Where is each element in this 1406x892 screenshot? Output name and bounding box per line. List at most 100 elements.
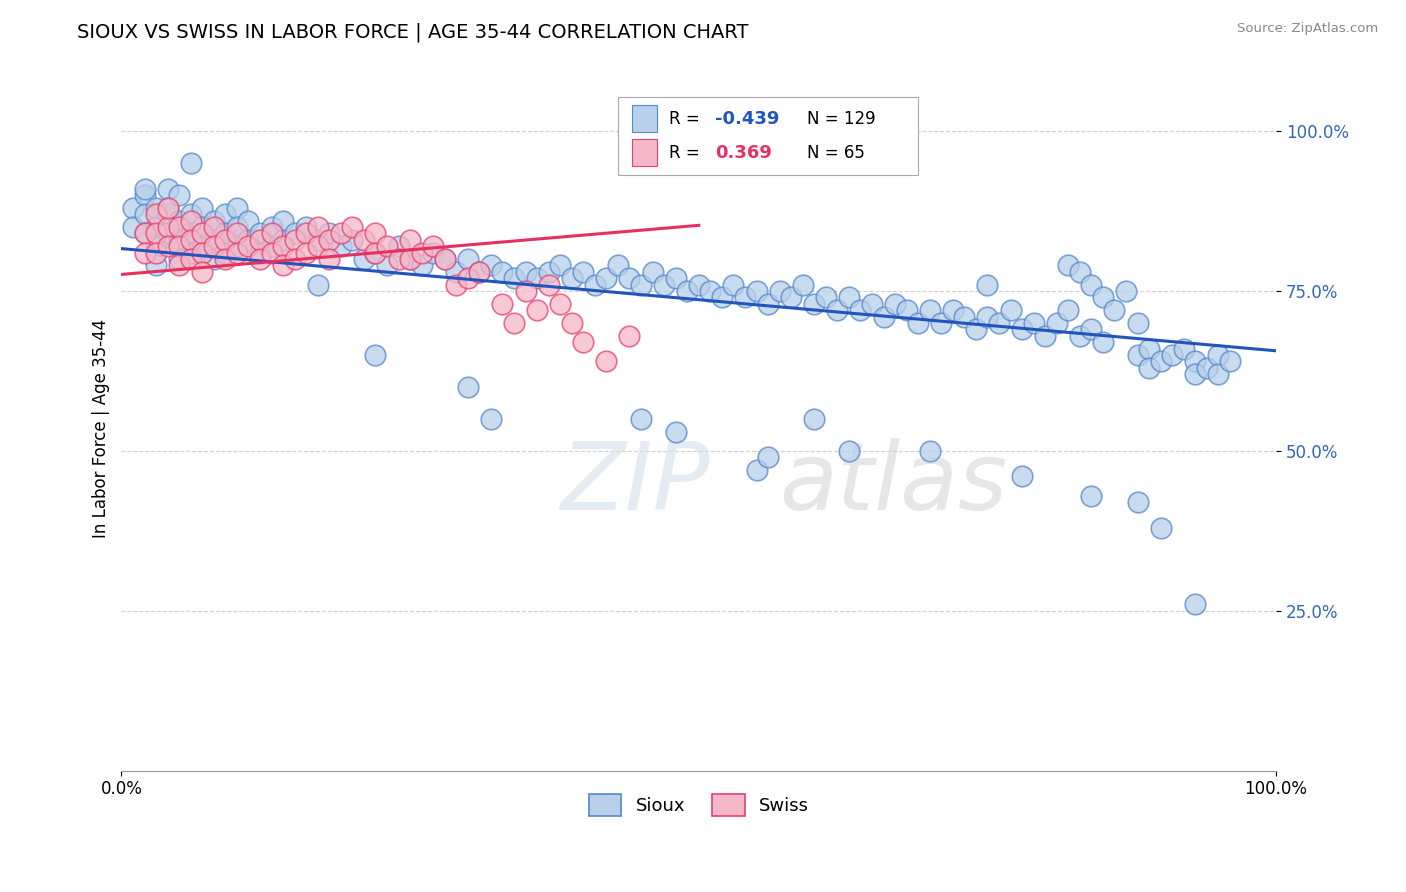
Legend: Sioux, Swiss: Sioux, Swiss	[581, 787, 817, 823]
Point	[180, 233, 202, 247]
Point	[860, 297, 883, 311]
Point	[260, 220, 283, 235]
Point	[1184, 367, 1206, 381]
Point	[1195, 360, 1218, 375]
Point	[619, 271, 641, 285]
Point	[318, 252, 340, 266]
Point	[619, 328, 641, 343]
Point	[134, 182, 156, 196]
Point	[1080, 489, 1102, 503]
Point	[457, 252, 479, 266]
Point	[214, 207, 236, 221]
Point	[652, 277, 675, 292]
Point	[446, 277, 468, 292]
Point	[134, 245, 156, 260]
Point	[572, 265, 595, 279]
Text: R =: R =	[669, 144, 704, 161]
Point	[1208, 348, 1230, 362]
Point	[491, 297, 513, 311]
Point	[156, 182, 179, 196]
Point	[342, 220, 364, 235]
Point	[1000, 303, 1022, 318]
Point	[364, 227, 387, 241]
Point	[191, 220, 214, 235]
Point	[156, 201, 179, 215]
Point	[307, 220, 329, 235]
Point	[167, 220, 190, 235]
Point	[665, 271, 688, 285]
Point	[526, 303, 548, 318]
Point	[180, 252, 202, 266]
Point	[1080, 277, 1102, 292]
Point	[607, 259, 630, 273]
Point	[446, 265, 468, 279]
Point	[1219, 354, 1241, 368]
Point	[1115, 284, 1137, 298]
Point	[827, 303, 849, 318]
Point	[942, 303, 965, 318]
Point	[1184, 354, 1206, 368]
Point	[249, 245, 271, 260]
Point	[918, 303, 941, 318]
Point	[630, 412, 652, 426]
Point	[225, 220, 247, 235]
Point	[595, 271, 617, 285]
Point	[295, 245, 318, 260]
Point	[249, 227, 271, 241]
Point	[145, 201, 167, 215]
Point	[167, 239, 190, 253]
Y-axis label: In Labor Force | Age 35-44: In Labor Force | Age 35-44	[93, 319, 110, 538]
Point	[145, 227, 167, 241]
Point	[422, 239, 444, 253]
Point	[191, 227, 214, 241]
Point	[167, 259, 190, 273]
Point	[318, 227, 340, 241]
Point	[988, 316, 1011, 330]
Point	[180, 213, 202, 227]
Point	[353, 252, 375, 266]
Point	[976, 277, 998, 292]
Point	[1126, 316, 1149, 330]
Point	[688, 277, 710, 292]
Point	[271, 213, 294, 227]
Point	[180, 207, 202, 221]
Point	[353, 233, 375, 247]
Point	[583, 277, 606, 292]
Point	[872, 310, 894, 324]
Point	[145, 239, 167, 253]
Point	[1208, 367, 1230, 381]
Point	[214, 227, 236, 241]
Point	[756, 450, 779, 465]
Point	[318, 233, 340, 247]
FancyBboxPatch shape	[631, 105, 657, 132]
Point	[214, 245, 236, 260]
Point	[260, 239, 283, 253]
Point	[572, 335, 595, 350]
Point	[1137, 342, 1160, 356]
Point	[756, 297, 779, 311]
Point	[364, 245, 387, 260]
Point	[479, 259, 502, 273]
Text: R =: R =	[669, 110, 704, 128]
Point	[180, 156, 202, 170]
Point	[145, 207, 167, 221]
Text: SIOUX VS SWISS IN LABOR FORCE | AGE 35-44 CORRELATION CHART: SIOUX VS SWISS IN LABOR FORCE | AGE 35-4…	[77, 22, 749, 42]
Point	[515, 265, 537, 279]
Point	[225, 227, 247, 241]
Point	[238, 239, 260, 253]
Point	[214, 252, 236, 266]
Point	[342, 233, 364, 247]
Point	[976, 310, 998, 324]
Point	[503, 316, 526, 330]
Point	[191, 265, 214, 279]
Point	[1069, 265, 1091, 279]
Point	[191, 201, 214, 215]
Point	[537, 277, 560, 292]
Point	[180, 227, 202, 241]
Point	[249, 252, 271, 266]
Point	[1022, 316, 1045, 330]
Point	[191, 239, 214, 253]
Point	[134, 227, 156, 241]
Point	[792, 277, 814, 292]
Point	[364, 245, 387, 260]
